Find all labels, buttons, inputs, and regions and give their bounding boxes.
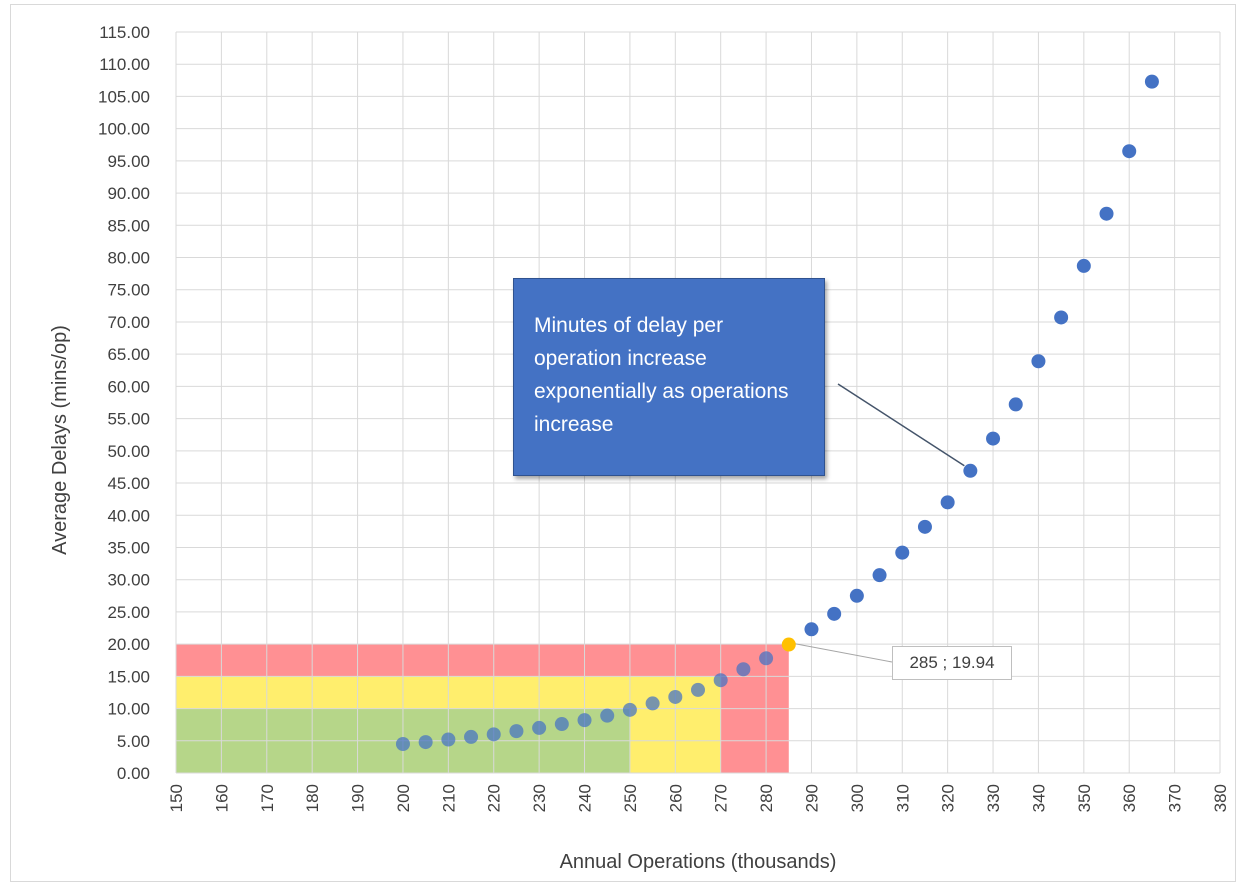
data-point <box>1122 144 1137 159</box>
data-point <box>691 682 705 697</box>
y-tick-labels: 0.00 5.00 10.00 15.00 20.00 25.00 30.00 35.00 40… <box>98 23 150 783</box>
data-label-leader <box>793 643 893 663</box>
annotation-callout: Minutes of delay per operation increase … <box>513 278 825 476</box>
y-tick-label: 75.00 <box>107 281 150 300</box>
x-tick-label: 350 <box>1075 784 1094 812</box>
y-tick-label: 110.00 <box>99 55 150 74</box>
data-point <box>464 729 479 744</box>
data-point <box>600 708 615 723</box>
y-tick-label: 100.00 <box>98 120 150 139</box>
y-tick-label: 30.00 <box>107 571 150 590</box>
data-point <box>395 737 410 752</box>
leader-lines <box>793 383 965 663</box>
x-tick-label: 250 <box>621 784 640 812</box>
highlighted-point <box>781 637 796 652</box>
y-axis-title: Average Delays (mins/op) <box>49 325 71 555</box>
data-point <box>736 662 751 677</box>
y-tick-label: 60.00 <box>107 377 150 396</box>
x-tick-label: 190 <box>349 784 368 812</box>
x-tick-label: 240 <box>576 784 595 812</box>
data-point <box>917 519 932 534</box>
data-point <box>418 735 433 750</box>
data-point <box>804 622 819 637</box>
y-tick-label: 80.00 <box>107 249 150 268</box>
y-tick-label: 40.00 <box>107 506 150 525</box>
y-tick-label: 105.00 <box>98 87 150 106</box>
data-point <box>895 545 910 560</box>
data-point <box>668 689 683 704</box>
data-point <box>622 702 637 717</box>
x-tick-label: 230 <box>530 784 549 812</box>
y-tick-label: 5.00 <box>117 732 150 751</box>
y-tick-label: 95.00 <box>107 152 150 171</box>
x-tick-label: 330 <box>984 784 1003 812</box>
data-point <box>872 568 887 583</box>
data-point <box>1099 206 1114 221</box>
x-tick-label: 360 <box>1120 784 1139 812</box>
y-tick-label: 45.00 <box>107 474 150 493</box>
x-tick-labels: 150 160 170 180 190 200 210 220 230 240 250 260 270 2… <box>167 784 1230 812</box>
y-tick-label: 35.00 <box>107 538 150 557</box>
x-tick-label: 170 <box>258 784 277 812</box>
data-point <box>849 588 864 603</box>
x-tick-label: 260 <box>666 784 685 812</box>
y-tick-label: 15.00 <box>107 667 150 686</box>
annotation-leader <box>837 383 965 467</box>
data-point <box>1008 397 1023 412</box>
data-point <box>759 651 774 666</box>
y-tick-label: 65.00 <box>107 345 150 364</box>
x-tick-label: 270 <box>712 784 731 812</box>
data-point <box>509 724 524 739</box>
y-tick-label: 55.00 <box>107 410 150 429</box>
x-tick-label: 220 <box>485 784 504 812</box>
x-tick-label: 340 <box>1029 784 1048 812</box>
data-point <box>577 713 592 728</box>
y-tick-label: 115.00 <box>99 23 150 42</box>
data-point <box>441 732 456 747</box>
y-tick-label: 10.00 <box>107 700 150 719</box>
x-tick-label: 210 <box>439 784 458 812</box>
y-tick-label: 85.00 <box>107 216 150 235</box>
x-tick-label: 310 <box>893 784 912 812</box>
x-tick-label: 320 <box>939 784 958 812</box>
y-tick-label: 0.00 <box>117 764 150 783</box>
data-point <box>986 431 1001 446</box>
y-tick-label: 90.00 <box>107 184 150 203</box>
y-tick-label: 70.00 <box>107 313 150 332</box>
x-tick-label: 180 <box>303 784 322 812</box>
x-tick-label: 280 <box>757 784 776 812</box>
data-point <box>645 696 660 711</box>
data-point <box>532 720 547 735</box>
x-tick-label: 300 <box>848 784 867 812</box>
x-axis-title: Annual Operations (thousands) <box>560 851 837 873</box>
data-point <box>554 717 569 732</box>
data-point <box>1076 258 1091 273</box>
x-tick-label: 200 <box>394 784 413 812</box>
data-point <box>713 673 728 688</box>
x-tick-label: 380 <box>1211 784 1230 812</box>
y-tick-label: 50.00 <box>107 442 150 461</box>
data-point <box>827 606 842 621</box>
data-points <box>395 74 1159 752</box>
x-tick-label: 160 <box>212 784 231 812</box>
y-tick-label: 25.00 <box>107 603 150 622</box>
data-point <box>1054 310 1069 325</box>
y-tick-label: 20.00 <box>107 635 150 654</box>
data-point <box>1031 354 1046 369</box>
data-point <box>1144 74 1159 89</box>
data-point <box>963 463 978 478</box>
annotation-text: Minutes of delay per operation increase … <box>534 314 789 436</box>
data-label: 285 ; 19.94 <box>892 646 1012 680</box>
x-tick-label: 370 <box>1166 784 1185 812</box>
data-point <box>486 727 501 742</box>
x-tick-label: 290 <box>802 784 821 812</box>
x-tick-label: 150 <box>167 784 186 812</box>
data-point <box>940 495 955 510</box>
